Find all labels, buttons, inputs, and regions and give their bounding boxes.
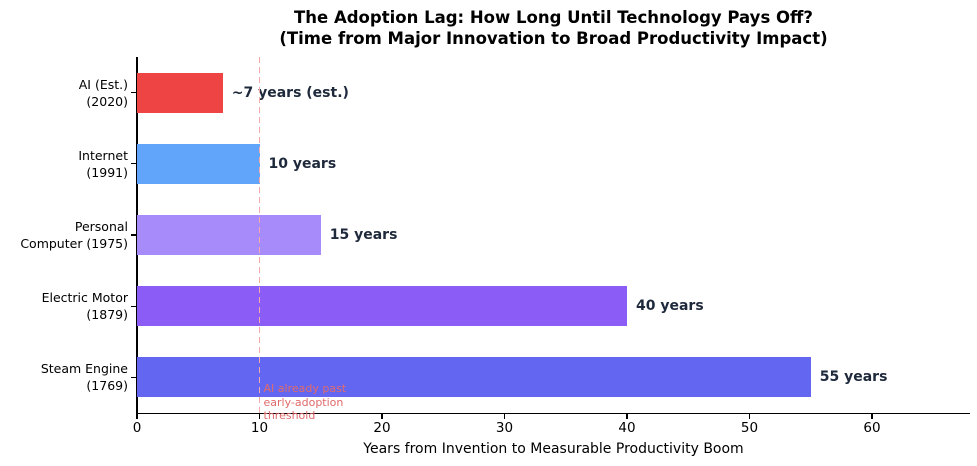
x-tick-mark-20 [381,413,383,419]
x-tick-mark-0 [136,413,138,419]
threshold-annotation: AI already past early-adoption threshold [263,382,347,422]
x-tick-label-0: 0 [132,420,142,436]
x-tick-label-10: 10 [250,420,269,436]
y-tick-label-internet-1991: Internet (1991) [78,147,128,180]
x-tick-mark-50 [748,413,751,419]
chart-title-line1: The Adoption Lag: How Long Until Technol… [294,8,813,27]
bar-electric-motor-1879 [137,286,627,327]
x-tick-mark-10 [258,413,261,419]
threshold-reference-line [258,57,261,413]
x-tick-label-50: 50 [740,420,759,436]
x-tick-label-30: 30 [495,420,514,436]
bar-value-label-electric-motor-1879: 40 years [636,298,704,315]
x-tick-label-40: 40 [618,420,636,436]
y-tick-label-steam-engine-1769: Steam Engine (1769) [40,361,128,394]
x-axis-title: Years from Invention to Measurable Produ… [363,441,744,457]
x-tick-mark-30 [503,413,506,419]
bar-ai-est-2020 [137,72,223,113]
y-tick-mark-internet-1991 [130,163,137,165]
y-tick-label-electric-motor-1879: Electric Motor (1879) [41,290,128,323]
bar-value-label-personal-computer-1975: 15 years [329,227,398,243]
bar-value-label-steam-engine-1769: 55 years [819,369,888,386]
bar-value-label-ai-est-2020: ~7 years (est.) [231,84,349,101]
y-tick-label-personal-computer-1975: Personal Computer (1975) [20,219,128,251]
x-tick-mark-60 [871,413,873,419]
x-axis-spine [136,412,970,414]
y-tick-mark-steam-engine-1769 [130,376,137,379]
chart-title-line2: (Time from Major Innovation to Broad Pro… [279,29,828,48]
y-tick-label-ai-est-2020: AI (Est.) (2020) [78,76,128,109]
x-tick-label-20: 20 [373,420,391,436]
bar-value-label-internet-1991: 10 years [268,155,337,172]
y-tick-mark-ai-est-2020 [130,91,137,94]
y-axis-spine [136,57,138,414]
bar-personal-computer-1975 [137,215,321,255]
plot-area: ~7 years (est.) 10 years 15 years 40 years 5… [136,57,970,422]
x-tick-mark-40 [626,413,628,419]
bar-steam-engine-1769 [137,357,811,398]
bar-internet-1991 [137,143,260,184]
chart-title: The Adoption Lag: How Long Until Technol… [137,7,970,49]
x-tick-label-60: 60 [863,420,881,436]
y-tick-mark-electric-motor-1879 [130,305,137,307]
y-tick-mark-personal-computer-1975 [130,234,137,236]
